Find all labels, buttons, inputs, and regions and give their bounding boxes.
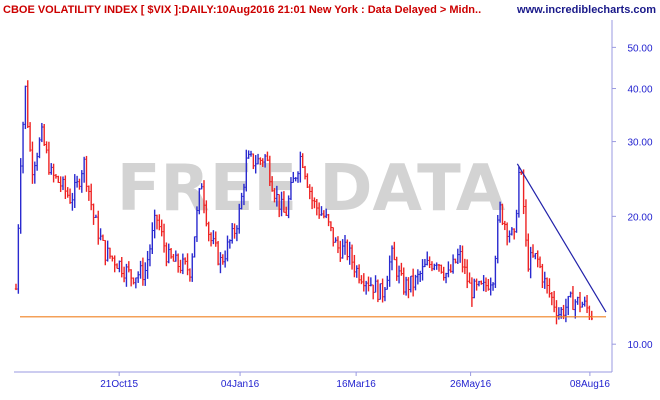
time-axis: 21Oct15 04Jan16 16Mar16 26May16 08Aug16 bbox=[100, 372, 610, 390]
chart-overlays bbox=[20, 163, 607, 318]
date-tick-label: 16Mar16 bbox=[336, 379, 376, 390]
date-tick-label: 26May16 bbox=[450, 379, 492, 390]
price-tick-label: 10.00 bbox=[627, 340, 652, 351]
date-tick-label: 04Jan16 bbox=[221, 379, 260, 390]
price-tick-label: 40.00 bbox=[627, 85, 652, 96]
price-tick-label: 30.00 bbox=[627, 138, 652, 149]
trendline bbox=[516, 163, 607, 313]
watermark-text: FREE DATA bbox=[117, 152, 506, 226]
price-axis: 10.00 20.00 30.00 40.00 50.00 bbox=[612, 43, 653, 351]
site-name: www.incrediblecharts.com bbox=[516, 4, 656, 16]
price-plot bbox=[14, 80, 593, 325]
price-tick-label: 20.00 bbox=[627, 212, 652, 223]
chart-title: CBOE VOLATILITY INDEX [ $VIX ]:DAILY:10A… bbox=[3, 4, 481, 16]
price-tick-label: 50.00 bbox=[627, 43, 652, 54]
date-tick-label: 08Aug16 bbox=[570, 379, 610, 390]
date-tick-label: 21Oct15 bbox=[100, 379, 138, 390]
